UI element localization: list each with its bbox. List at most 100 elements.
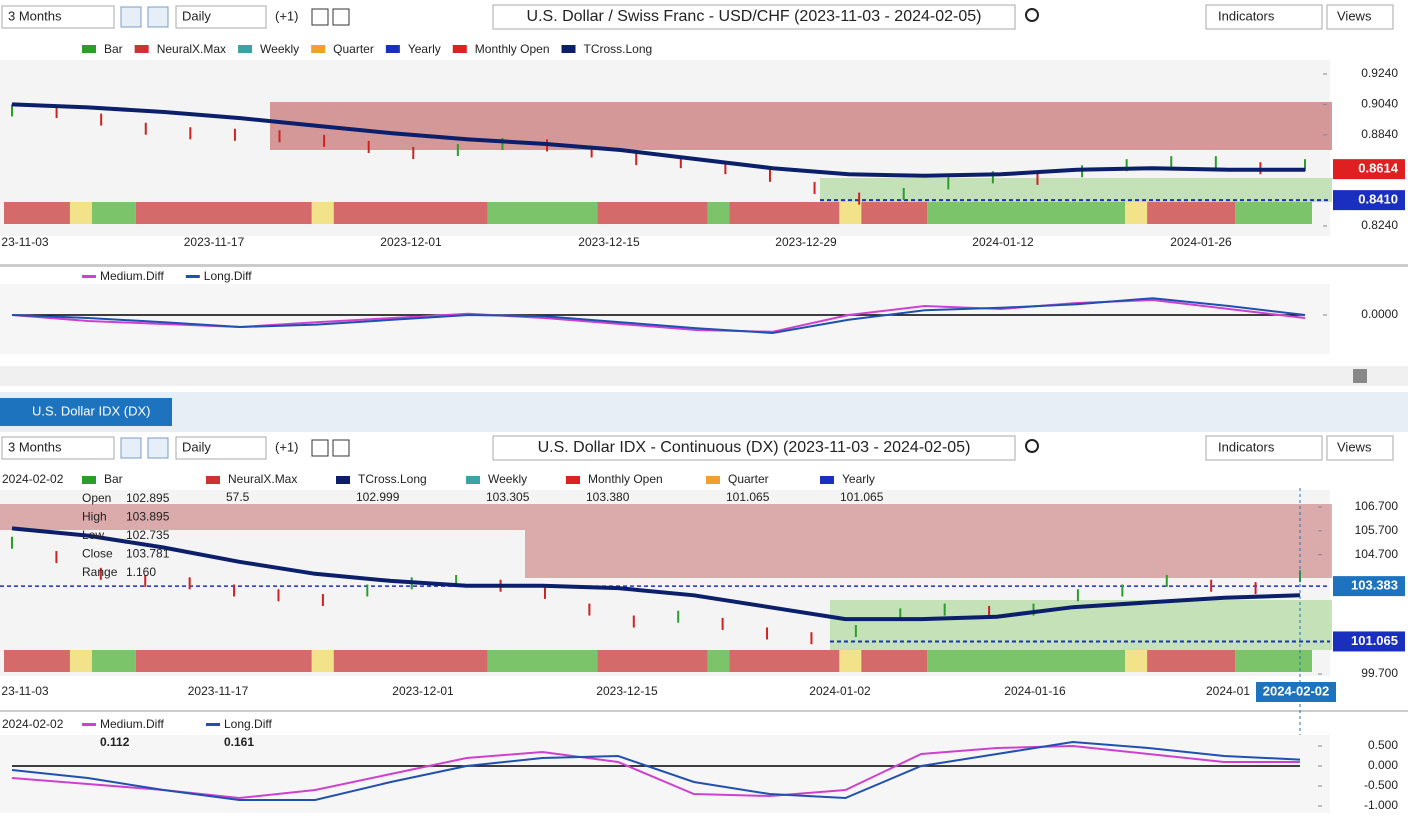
resistance-zone xyxy=(270,102,1332,150)
resistance-zone xyxy=(0,504,525,530)
signal-band xyxy=(487,202,598,224)
zoom-in[interactable] xyxy=(120,6,142,28)
legend-value: 103.380 xyxy=(586,490,630,504)
tab[interactable] xyxy=(0,398,172,426)
legend-swatch xyxy=(82,45,96,53)
y-tick-label: 0.9040 xyxy=(1361,97,1398,111)
signal-band xyxy=(135,650,312,672)
legend-swatch xyxy=(238,45,253,53)
x-tick-label: 2023-12-01 xyxy=(392,684,454,698)
legend-swatch xyxy=(566,476,580,484)
ohlc-value: 102.735 xyxy=(126,528,170,542)
legend-entry: Quarter xyxy=(333,42,374,56)
interval-select: Daily xyxy=(182,439,211,454)
ohlc-value: 103.895 xyxy=(126,510,170,524)
ohlc-value: 103.781 xyxy=(126,547,170,561)
x-tick-label: 23-11-03 xyxy=(1,684,48,698)
search[interactable] xyxy=(1025,439,1039,453)
support-label: 0.8410 xyxy=(1358,192,1398,207)
select[interactable] xyxy=(1205,4,1323,30)
legend-swatch xyxy=(336,476,350,484)
support-box xyxy=(1333,631,1405,652)
select[interactable] xyxy=(1326,4,1394,30)
signal-band xyxy=(69,202,92,224)
price-box xyxy=(1333,159,1405,180)
signal-band xyxy=(729,202,840,224)
views-button: Views xyxy=(1337,439,1372,454)
range-select: 3 Months xyxy=(8,439,62,454)
chart-title: U.S. Dollar / Swiss Franc - USD/CHF (202… xyxy=(527,8,982,25)
signal-band xyxy=(69,650,92,672)
legend-swatch xyxy=(82,723,96,726)
legend-entry: TCross.Long xyxy=(584,42,653,56)
ohlc-label: Open xyxy=(82,491,111,505)
select[interactable] xyxy=(1205,435,1323,461)
select[interactable] xyxy=(1,436,115,460)
series-line xyxy=(11,297,1306,335)
remove[interactable] xyxy=(332,439,350,457)
x-tick-label: 2023-12-29 xyxy=(775,235,837,249)
support-label: 101.065 xyxy=(1351,633,1398,648)
x-tick-label: 2024-01-16 xyxy=(1004,684,1066,698)
signal-band xyxy=(311,202,334,224)
price-label: 0.8614 xyxy=(1358,161,1399,176)
x-tick-label: 2023-12-15 xyxy=(596,684,658,698)
legend-swatch xyxy=(134,45,149,53)
legend-value: 0.161 xyxy=(224,735,254,749)
title-box xyxy=(492,4,1016,30)
legend-value: 0.112 xyxy=(100,735,130,749)
select[interactable] xyxy=(175,5,267,29)
legend-value: 101.065 xyxy=(840,490,884,504)
signal-band xyxy=(927,650,1126,672)
y-tick-label: -0.500 xyxy=(1364,778,1398,792)
x-tick-label: 2023-11-17 xyxy=(188,684,249,698)
signal-band xyxy=(1235,650,1312,672)
select[interactable] xyxy=(175,436,267,460)
legend-entry: Monthly Open xyxy=(475,42,550,56)
ohlc-value: 102.895 xyxy=(126,491,170,505)
select[interactable] xyxy=(1326,435,1394,461)
x-tick-label: 2023-12-15 xyxy=(578,235,640,249)
signal-band xyxy=(1125,650,1148,672)
support-box xyxy=(1333,190,1405,211)
zoom-out[interactable] xyxy=(147,437,169,459)
legend-date: 2024-02-02 xyxy=(2,472,64,486)
legend-entry: Quarter xyxy=(728,472,769,486)
legend-entry: Bar xyxy=(104,42,123,56)
chart-title: U.S. Dollar IDX - Continuous (DX) (2023-… xyxy=(538,439,971,456)
signal-band xyxy=(707,650,730,672)
y-tick-label: 0.9240 xyxy=(1361,66,1398,80)
x-tick-label: 2023-12-01 xyxy=(380,235,442,249)
search[interactable] xyxy=(1025,8,1039,22)
legend-swatch xyxy=(82,275,96,278)
y-tick-label: 99.700 xyxy=(1361,666,1398,680)
plot-area xyxy=(0,735,1330,813)
add[interactable] xyxy=(311,8,329,26)
signal-band xyxy=(707,202,730,224)
legend-entry: Bar xyxy=(104,472,123,486)
scrollbar[interactable] xyxy=(0,366,1408,386)
remove[interactable] xyxy=(332,8,350,26)
ohlc-label: High xyxy=(82,510,107,524)
add[interactable] xyxy=(311,439,329,457)
legend-swatch xyxy=(206,723,220,726)
legend-swatch xyxy=(452,45,467,53)
x-tick-label: 2023-11-17 xyxy=(184,235,245,249)
select[interactable] xyxy=(1,5,115,29)
legend-value: 57.5 xyxy=(226,490,250,504)
price-box xyxy=(1333,576,1405,597)
legend-entry: Long.Diff xyxy=(204,269,252,283)
zoom-out[interactable] xyxy=(147,6,169,28)
legend-swatch xyxy=(311,45,326,53)
signal-band xyxy=(861,650,928,672)
legend-swatch xyxy=(385,45,400,53)
signal-band xyxy=(135,202,312,224)
signal-band xyxy=(91,202,136,224)
ohlc-label: Range xyxy=(82,565,118,579)
legend-swatch xyxy=(206,476,220,484)
zoom-in[interactable] xyxy=(120,437,142,459)
scroll-thumb[interactable] xyxy=(1353,369,1367,383)
legend-swatch xyxy=(185,275,200,278)
series-line xyxy=(11,526,1301,622)
